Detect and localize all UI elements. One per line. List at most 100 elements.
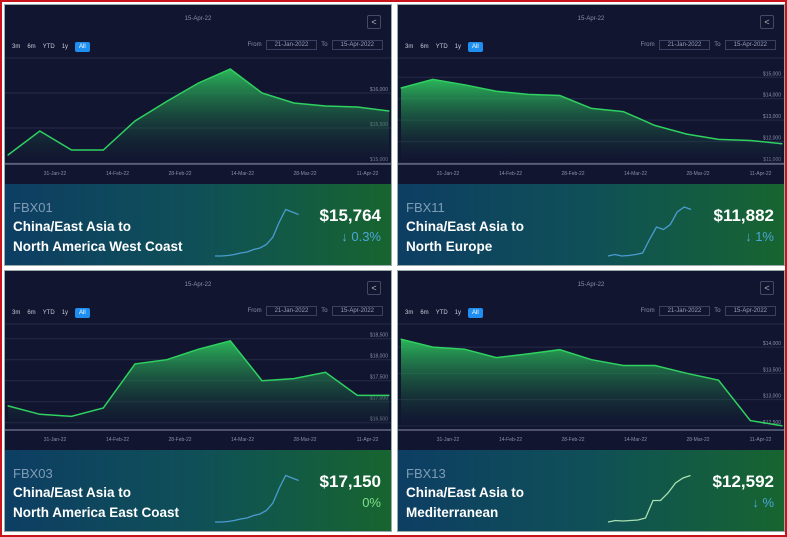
range-button-3m[interactable]: 3m bbox=[405, 44, 414, 50]
price-value: $15,764 bbox=[319, 206, 381, 225]
data-point bbox=[166, 359, 168, 361]
to-date-input[interactable]: 15-Apr-2022 bbox=[331, 40, 383, 50]
data-point bbox=[102, 407, 104, 409]
date-range: From 21-Jan-2022 To 15-Apr-2022 bbox=[248, 306, 383, 316]
index-code: FBX03 bbox=[13, 466, 53, 481]
data-point bbox=[356, 394, 358, 396]
from-date-input[interactable]: 21-Jan-2022 bbox=[265, 306, 318, 316]
range-button-1y[interactable]: 1y bbox=[61, 310, 69, 316]
x-tick-label: 11-Apr-22 bbox=[750, 171, 772, 177]
route-line-2: North America West Coast bbox=[13, 239, 183, 254]
range-button-all[interactable]: All bbox=[468, 308, 483, 318]
to-date-input[interactable]: 15-Apr-2022 bbox=[331, 306, 383, 316]
data-point bbox=[400, 87, 402, 89]
data-point bbox=[324, 371, 327, 373]
to-date-input[interactable]: 15-Apr-2022 bbox=[724, 40, 776, 50]
range-selector: 3m 6m YTD 1y All bbox=[405, 42, 483, 52]
x-tick-label: 14-Feb-22 bbox=[499, 171, 522, 177]
header-date: 15-Apr-22 bbox=[184, 282, 212, 288]
data-point bbox=[622, 110, 624, 113]
to-date-input[interactable]: 15-Apr-2022 bbox=[724, 306, 776, 316]
range-button-all[interactable]: All bbox=[75, 42, 90, 52]
data-point bbox=[559, 349, 561, 351]
data-point bbox=[293, 102, 295, 104]
data-point bbox=[781, 425, 783, 427]
data-point bbox=[261, 92, 263, 94]
data-point bbox=[686, 372, 688, 374]
data-point bbox=[70, 415, 73, 417]
data-point bbox=[781, 143, 783, 145]
price-chart: $18,500$18,000$17,500$17,000$16,50031-Ja… bbox=[5, 323, 391, 443]
y-tick-label: $13,000 bbox=[763, 394, 781, 400]
x-tick-label: 28-Mar-22 bbox=[293, 171, 316, 177]
range-selector: 3m 6m YTD 1y All bbox=[12, 42, 90, 52]
y-tick-label: $14,000 bbox=[763, 341, 781, 347]
y-tick-label: $12,500 bbox=[763, 420, 781, 426]
y-tick-label: $12,000 bbox=[763, 136, 781, 142]
share-icon[interactable]: < bbox=[760, 281, 774, 295]
header-date: 15-Apr-22 bbox=[577, 16, 605, 22]
date-range: From 21-Jan-2022 To 15-Apr-2022 bbox=[641, 40, 776, 50]
range-button-all[interactable]: All bbox=[468, 42, 483, 52]
data-point bbox=[356, 106, 358, 108]
data-point bbox=[166, 100, 168, 102]
x-tick-label: 31-Jan-22 bbox=[44, 171, 67, 177]
range-button-ytd[interactable]: YTD bbox=[42, 310, 55, 316]
from-label: From bbox=[640, 42, 655, 48]
y-tick-label: $18,500 bbox=[370, 333, 388, 339]
x-tick-label: 14-Feb-22 bbox=[499, 437, 522, 443]
x-tick-label: 28-Mar-22 bbox=[686, 437, 709, 443]
data-point bbox=[229, 68, 231, 70]
range-button-ytd[interactable]: YTD bbox=[42, 44, 55, 50]
sparkline-path bbox=[215, 208, 299, 257]
data-point bbox=[495, 90, 497, 92]
range-button-6m[interactable]: 6m bbox=[420, 310, 429, 316]
range-button-ytd[interactable]: YTD bbox=[435, 44, 448, 50]
range-button-6m[interactable]: 6m bbox=[27, 310, 36, 316]
chart-panel-fbx03: 15-Apr-22 < 3m 6m YTD 1y All From 21-Jan-202… bbox=[4, 270, 392, 532]
range-button-all[interactable]: All bbox=[75, 308, 90, 318]
share-icon[interactable]: < bbox=[760, 15, 774, 29]
area-fill bbox=[8, 69, 389, 163]
info-band: FBX13 China/East Asia to Mediterranean $1… bbox=[398, 450, 784, 531]
y-tick-label: $18,000 bbox=[370, 354, 388, 360]
from-date-input[interactable]: 21-Jan-2022 bbox=[658, 40, 711, 50]
x-tick-label: 31-Jan-22 bbox=[44, 437, 67, 443]
from-date-input[interactable]: 21-Jan-2022 bbox=[658, 306, 711, 316]
range-button-ytd[interactable]: YTD bbox=[435, 310, 448, 316]
data-point bbox=[197, 348, 200, 350]
range-button-3m[interactable]: 3m bbox=[12, 310, 21, 316]
data-point bbox=[654, 364, 656, 367]
range-button-1y[interactable]: 1y bbox=[61, 44, 69, 50]
data-point bbox=[590, 107, 593, 109]
share-icon[interactable]: < bbox=[367, 281, 381, 295]
sparkline bbox=[215, 208, 299, 257]
price-change: ↓ 1% bbox=[745, 229, 774, 244]
range-button-1y[interactable]: 1y bbox=[454, 44, 462, 50]
index-code: FBX01 bbox=[13, 200, 53, 215]
data-point bbox=[400, 338, 402, 340]
data-point bbox=[495, 357, 497, 359]
range-button-6m[interactable]: 6m bbox=[27, 44, 36, 50]
data-point bbox=[70, 149, 73, 151]
range-button-3m[interactable]: 3m bbox=[405, 310, 414, 316]
from-date-input[interactable]: 21-Jan-2022 bbox=[265, 40, 318, 50]
range-button-1y[interactable]: 1y bbox=[454, 310, 462, 316]
route-name: China/East Asia to North Europe bbox=[406, 217, 524, 257]
to-label: To bbox=[321, 42, 328, 48]
share-icon[interactable]: < bbox=[367, 15, 381, 29]
data-point bbox=[749, 139, 751, 142]
data-point bbox=[229, 340, 231, 342]
x-tick-label: 11-Apr-22 bbox=[357, 171, 379, 177]
range-selector: 3m 6m YTD 1y All bbox=[405, 308, 483, 318]
data-point bbox=[622, 364, 624, 367]
x-tick-label: 14-Feb-22 bbox=[106, 171, 129, 177]
range-button-6m[interactable]: 6m bbox=[420, 44, 429, 50]
x-tick-label: 14-Mar-22 bbox=[624, 171, 647, 177]
price-chart: $15,000$14,000$13,000$12,000$11,00031-Ja… bbox=[398, 57, 784, 177]
data-point bbox=[324, 105, 327, 107]
route-line-1: China/East Asia to bbox=[406, 485, 525, 500]
range-button-3m[interactable]: 3m bbox=[12, 44, 21, 50]
data-point bbox=[749, 420, 751, 422]
price-change: ↓ % bbox=[752, 495, 774, 510]
